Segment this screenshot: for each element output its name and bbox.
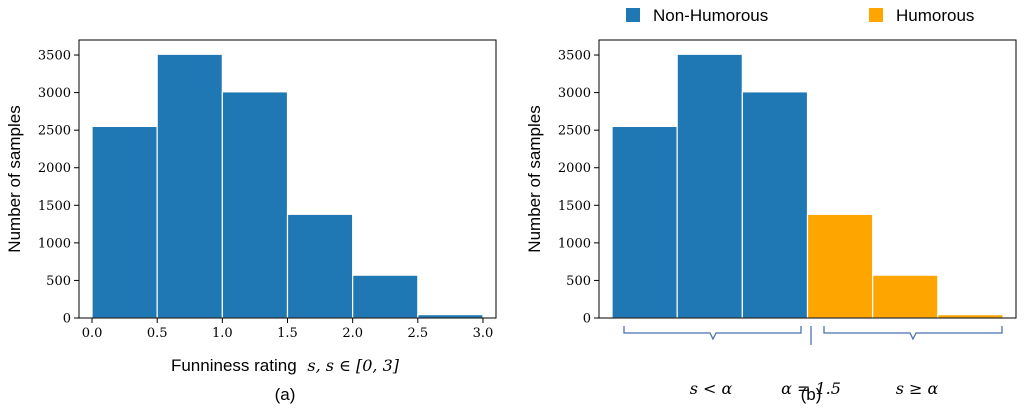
brace-left [623, 326, 802, 341]
brace-right [823, 326, 1003, 341]
y-axis-label-b: Number of samples [525, 105, 544, 252]
y-ticks-b: 0 500 1000 1500 2000 2500 3000 3500 [558, 49, 599, 327]
y-ticks-a: 0 500 1000 1500 2000 2500 3000 3500 [38, 49, 79, 327]
y-tick-label-b-0: 0 [583, 312, 591, 327]
panel-b: 0 500 1000 1500 2000 2500 3000 3500 Number of s… [525, 6, 1017, 404]
legend-swatch-non-humorous [626, 8, 640, 22]
x-tick-label-a-1: 0.5 [147, 326, 168, 341]
bar-b-2 [741, 91, 809, 319]
legend-label-humorous: Humorous [896, 6, 974, 25]
bar-b-5 [937, 314, 1004, 319]
axes-frame-b [598, 39, 1017, 319]
x-ticks-a: 0.0 0.5 1.0 1.5 2.0 2.5 3.0 [82, 318, 494, 341]
bar-a-3 [286, 213, 354, 319]
x-axis-label-math: s, s ∈ [0, 3] [307, 356, 399, 375]
x-tick-label-a-4: 2.0 [342, 326, 363, 341]
annotation-above-threshold: s ≥ α [896, 379, 939, 398]
y-tick-label-b-3: 1500 [558, 199, 591, 214]
y-tick-label-b-6: 3000 [558, 86, 591, 101]
bar-b-0 [611, 125, 678, 319]
x-tick-label-a-3: 1.5 [277, 326, 298, 341]
y-tick-label-b-2: 1000 [558, 236, 591, 251]
y-tick-label-a-0: 0 [63, 312, 71, 327]
y-tick-label-a-2: 1000 [38, 236, 71, 251]
legend-label-non-humorous: Non-Humorous [653, 6, 768, 25]
x-tick-label-a-0: 0.0 [82, 326, 103, 341]
bar-b-4 [872, 274, 939, 319]
y-axis-label-a: Number of samples [5, 105, 24, 252]
x-tick-label-a-6: 3.0 [473, 326, 494, 341]
panel-a: 0 500 1000 1500 2000 2500 3000 3500 0.0 0.5 1.0 1.… [5, 39, 497, 404]
panel-label-a: (a) [275, 385, 296, 404]
y-tick-label-a-7: 3500 [38, 49, 71, 64]
bar-a-4 [352, 274, 419, 319]
y-tick-label-b-4: 2000 [558, 161, 591, 176]
y-tick-label-a-4: 2000 [38, 161, 71, 176]
annotation-threshold: α = 1.5 [781, 379, 841, 398]
y-tick-label-b-7: 3500 [558, 49, 591, 64]
annotation-below-threshold: s < α [690, 379, 733, 398]
bar-b-3 [806, 213, 874, 319]
y-tick-label-a-6: 3000 [38, 86, 71, 101]
bar-a-1 [156, 53, 223, 319]
legend-swatch-humorous [869, 8, 883, 22]
legend: Non-Humorous Humorous [626, 6, 974, 25]
bar-a-0 [91, 125, 158, 319]
x-axis-label-a: Funniness rating s, s ∈ [0, 3] [171, 356, 400, 375]
range-annotations [623, 326, 1003, 345]
bar-a-5 [417, 314, 484, 319]
bars-b [611, 53, 1004, 319]
x-axis-label-text: Funniness rating [171, 356, 297, 375]
bars-a [91, 53, 484, 319]
x-tick-label-a-5: 2.5 [407, 326, 428, 341]
y-tick-label-a-3: 1500 [38, 199, 71, 214]
x-tick-label-a-2: 1.0 [212, 326, 233, 341]
y-tick-label-a-1: 500 [46, 274, 71, 289]
bar-b-1 [676, 53, 743, 319]
bar-a-2 [221, 91, 289, 319]
y-tick-label-b-5: 2500 [558, 124, 591, 139]
y-tick-label-a-5: 2500 [38, 124, 71, 139]
y-tick-label-b-1: 500 [566, 274, 591, 289]
panel-label-b: (b) [801, 385, 822, 404]
